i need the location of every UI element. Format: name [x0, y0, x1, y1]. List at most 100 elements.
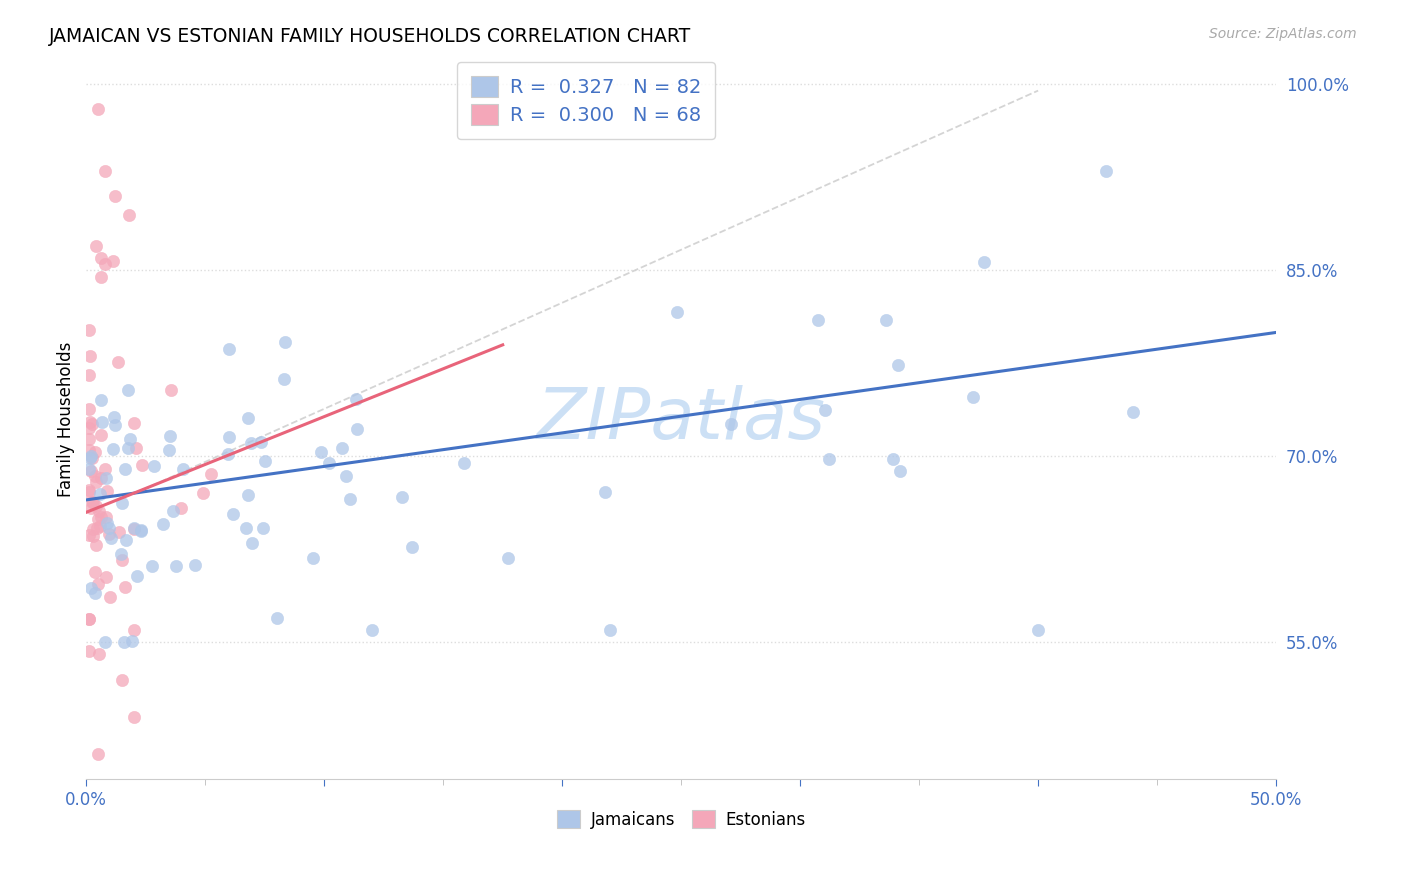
Point: [96, 516, 118, 530]
Point: [239, 436, 262, 450]
Point: [125, 568, 148, 582]
Point: [90, 392, 112, 407]
Point: [80, 450, 103, 465]
Point: [104, 417, 127, 432]
Point: [107, 355, 129, 369]
Point: [121, 634, 143, 648]
Point: [122, 416, 145, 430]
Point: [172, 462, 194, 476]
Point: [273, 372, 295, 386]
Point: [111, 673, 134, 687]
Point: [94, 510, 117, 524]
Point: [103, 254, 125, 268]
Y-axis label: Family Households: Family Households: [58, 342, 75, 497]
Point: [266, 610, 288, 624]
Point: [96, 484, 118, 499]
Point: [240, 536, 263, 550]
Point: [87, 747, 110, 761]
Point: [236, 488, 259, 502]
Point: [218, 342, 240, 356]
Point: [115, 533, 138, 547]
Point: [90, 427, 112, 442]
Point: [103, 442, 125, 456]
Point: [77, 485, 100, 500]
Point: [330, 441, 353, 455]
Point: [79, 415, 101, 429]
Point: [118, 208, 141, 222]
Point: [889, 464, 911, 478]
Point: [129, 524, 152, 538]
Point: [84, 538, 107, 552]
Point: [77, 644, 100, 658]
Point: [82, 529, 104, 543]
Point: [77, 528, 100, 542]
Point: [159, 429, 181, 443]
Point: [818, 452, 841, 467]
Point: [222, 508, 245, 522]
Point: [82, 495, 104, 509]
Point: [90, 510, 112, 524]
Point: [100, 531, 122, 545]
Point: [235, 521, 257, 535]
Point: [200, 467, 222, 481]
Point: [142, 459, 165, 474]
Point: [318, 456, 340, 470]
Point: [82, 417, 104, 432]
Point: [593, 485, 616, 500]
Point: [79, 349, 101, 363]
Point: [89, 486, 111, 500]
Point: [1122, 405, 1144, 419]
Point: [814, 402, 837, 417]
Point: [882, 452, 904, 467]
Point: [86, 577, 108, 591]
Point: [122, 710, 145, 724]
Point: [80, 464, 103, 478]
Point: [87, 511, 110, 525]
Point: [90, 471, 112, 485]
Point: [94, 570, 117, 584]
Point: [89, 519, 111, 533]
Point: [152, 516, 174, 531]
Point: [117, 383, 139, 397]
Point: [84, 565, 107, 579]
Point: [1026, 623, 1049, 637]
Point: [253, 454, 276, 468]
Point: [94, 471, 117, 485]
Text: ZIPatlas: ZIPatlas: [537, 384, 825, 454]
Point: [86, 521, 108, 535]
Point: [165, 559, 187, 574]
Point: [141, 559, 163, 574]
Point: [120, 433, 142, 447]
Point: [111, 553, 134, 567]
Point: [103, 410, 125, 425]
Text: Source: ZipAtlas.com: Source: ZipAtlas.com: [1209, 27, 1357, 41]
Point: [162, 504, 184, 518]
Point: [346, 422, 368, 436]
Point: [97, 527, 120, 541]
Point: [1094, 164, 1116, 178]
Point: [77, 612, 100, 626]
Point: [157, 442, 180, 457]
Point: [344, 392, 367, 406]
Point: [94, 164, 117, 178]
Point: [82, 495, 104, 509]
Point: [887, 359, 910, 373]
Point: [401, 541, 423, 555]
Point: [117, 441, 139, 455]
Point: [191, 486, 214, 500]
Point: [84, 475, 107, 489]
Point: [77, 401, 100, 416]
Point: [250, 435, 273, 450]
Point: [114, 461, 136, 475]
Point: [391, 490, 413, 504]
Point: [599, 623, 621, 637]
Point: [90, 251, 112, 265]
Point: [94, 462, 117, 476]
Point: [114, 581, 136, 595]
Point: [170, 500, 193, 515]
Point: [875, 312, 897, 326]
Point: [131, 458, 153, 473]
Point: [122, 623, 145, 637]
Point: [360, 623, 382, 637]
Point: [77, 461, 100, 475]
